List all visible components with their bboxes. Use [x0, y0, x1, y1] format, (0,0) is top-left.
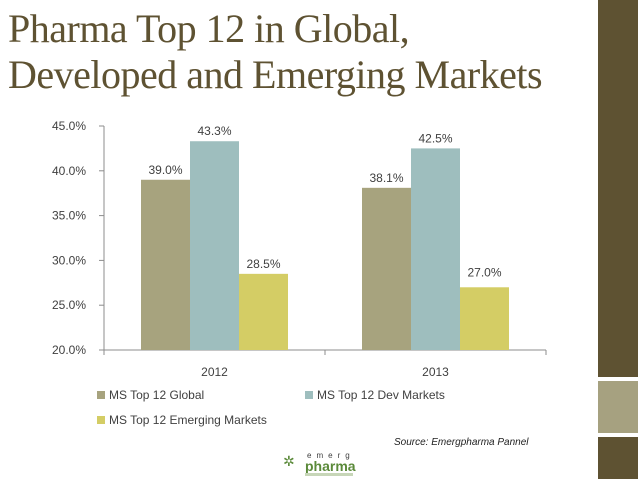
- decor-block-top: [598, 0, 638, 377]
- y-tick-label: 45.0%: [52, 119, 86, 133]
- logo-underline: [305, 473, 353, 476]
- legend-swatch: [97, 391, 105, 399]
- source-note: Source: Emergpharma Pannel: [394, 437, 529, 448]
- slide-title: Pharma Top 12 in Global, Developed and E…: [8, 6, 588, 98]
- legend-label: MS Top 12 Global: [109, 388, 204, 402]
- y-tick-label: 20.0%: [52, 343, 86, 357]
- legend-label: MS Top 12 Emerging Markets: [109, 413, 267, 427]
- legend-label: MS Top 12 Dev Markets: [317, 388, 445, 402]
- data-label: 42.5%: [418, 131, 452, 145]
- logo-main-text: pharma: [305, 458, 356, 474]
- data-label: 38.1%: [369, 171, 403, 185]
- bar-1-2013: [362, 187, 411, 350]
- decor-block-middle: [598, 381, 638, 433]
- legend-swatch: [305, 391, 313, 399]
- y-tick-label: 40.0%: [52, 164, 86, 178]
- x-tick-label: 2013: [422, 365, 449, 379]
- y-tick-label: 35.0%: [52, 209, 86, 223]
- legend-swatch: [97, 416, 105, 424]
- slide-title-line-1: Pharma Top 12 in Global,: [8, 6, 410, 51]
- x-tick-label: 2012: [201, 365, 228, 379]
- bar-3-2012: [239, 273, 288, 350]
- decor-block-bottom: [598, 437, 638, 479]
- data-label: 43.3%: [197, 124, 231, 138]
- y-tick-label: 30.0%: [52, 253, 86, 267]
- bar-1-2012: [141, 179, 190, 350]
- logo-leaf-icon: ✲: [283, 453, 295, 469]
- data-label: 28.5%: [246, 257, 280, 271]
- y-tick-label: 25.0%: [52, 298, 86, 312]
- bar-3-2013: [460, 287, 509, 350]
- data-label: 39.0%: [148, 163, 182, 177]
- logo-top-text: emerg: [307, 451, 355, 460]
- slide-title-line-2: Developed and Emerging Markets: [8, 52, 543, 97]
- bar-2-2012: [190, 141, 239, 350]
- bar-2-2013: [411, 148, 460, 350]
- data-label: 27.0%: [467, 265, 501, 279]
- emergpharma-logo: ✲ emerg pharma: [283, 451, 363, 479]
